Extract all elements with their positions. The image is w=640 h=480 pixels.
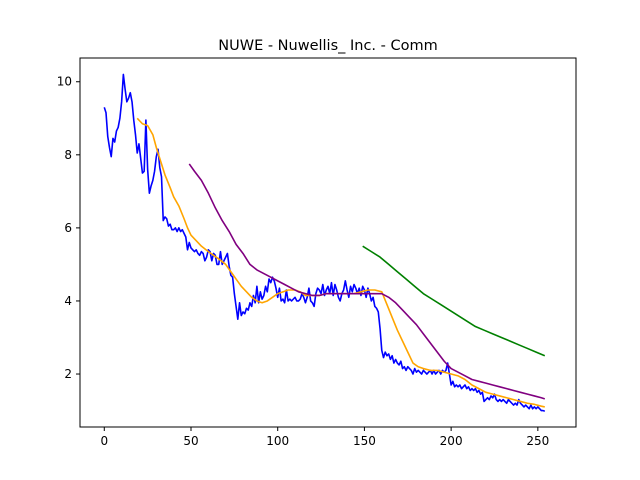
x-tick-label-5: 250	[526, 434, 549, 448]
x-tick-label-2: 100	[266, 434, 289, 448]
y-tick-label-3: 8	[64, 148, 72, 162]
series-line-3	[362, 245, 546, 357]
x-tick-label-4: 200	[440, 434, 463, 448]
y-tick-label-2: 6	[64, 221, 72, 235]
x-tick-label-0: 0	[100, 434, 108, 448]
plot-frame	[79, 57, 577, 428]
series-line-0	[103, 73, 546, 413]
series-layer	[103, 73, 546, 413]
x-tick-label-3: 150	[353, 434, 376, 448]
chart-title: NUWE - Nuwellis_ Inc. - Comm	[218, 38, 437, 54]
series-line-2	[188, 163, 546, 400]
y-tick-label-0: 2	[64, 367, 72, 381]
axis-layer: 0 50 100 150 200 250 2 4 6 8 10	[57, 75, 550, 448]
x-tick-label-1: 50	[183, 434, 198, 448]
y-tick-label-4: 10	[57, 75, 72, 89]
y-tick-label-1: 4	[64, 294, 72, 308]
